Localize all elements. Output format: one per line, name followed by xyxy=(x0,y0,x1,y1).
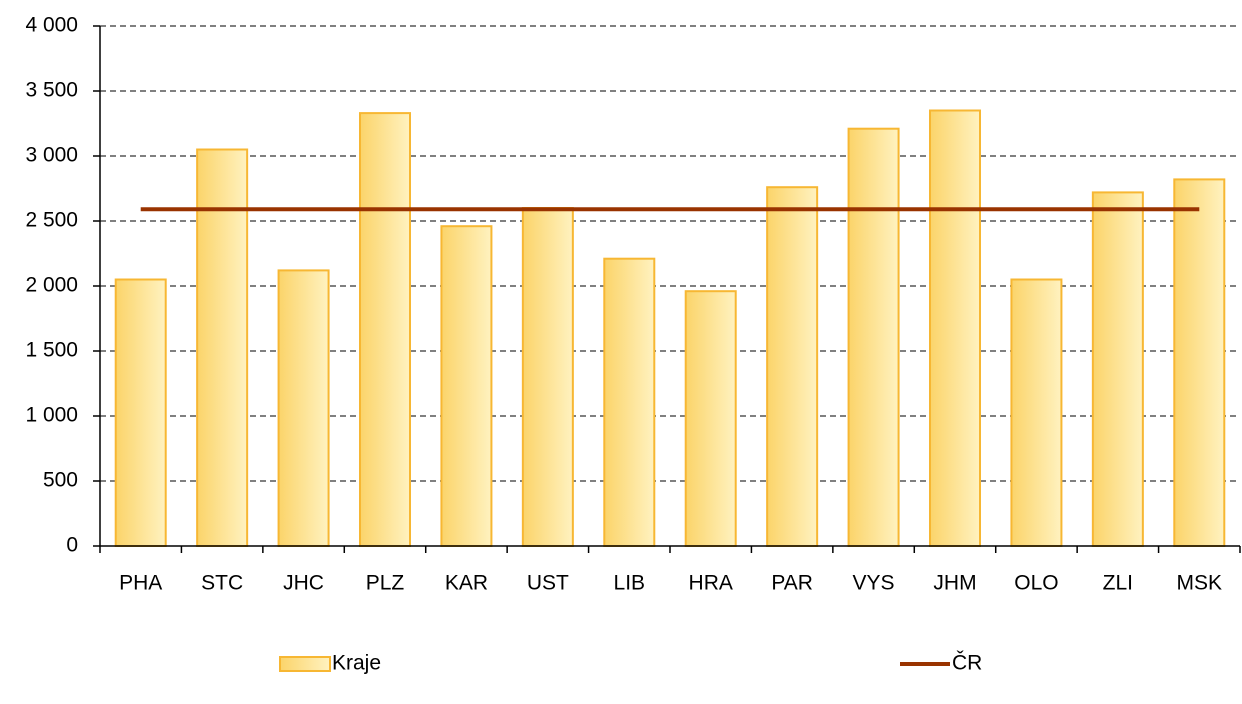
x-tick-label: ZLI xyxy=(1103,572,1133,595)
bar xyxy=(1091,191,1144,547)
legend-label: Kraje xyxy=(332,652,381,675)
y-tick-label: 3 000 xyxy=(25,144,78,167)
bar xyxy=(603,257,656,547)
y-tick-label: 1 000 xyxy=(25,404,78,427)
bar xyxy=(277,269,330,547)
bar xyxy=(1173,178,1226,547)
x-tick-label: VYS xyxy=(853,572,895,595)
x-tick-label: HRA xyxy=(689,572,733,595)
y-tick-label: 0 xyxy=(66,534,78,557)
bar xyxy=(521,207,574,547)
x-tick-label: OLO xyxy=(1014,572,1058,595)
bar xyxy=(847,127,900,547)
x-tick-label: KAR xyxy=(445,572,488,595)
bar xyxy=(196,148,249,547)
legend-label: ČR xyxy=(952,652,982,675)
bar xyxy=(114,278,167,547)
y-tick-label: 2 500 xyxy=(25,209,78,232)
x-tick-label: JHC xyxy=(283,572,324,595)
x-tick-label: PLZ xyxy=(366,572,405,595)
x-tick-label: STC xyxy=(201,572,243,595)
y-tick-label: 2 000 xyxy=(25,274,78,297)
x-tick-label: PHA xyxy=(119,572,162,595)
bar xyxy=(766,186,819,547)
bar xyxy=(359,112,411,547)
bar xyxy=(929,109,981,547)
y-tick-label: 500 xyxy=(43,469,78,492)
bar xyxy=(1010,278,1063,547)
bar xyxy=(684,290,737,548)
x-tick-label: LIB xyxy=(614,572,646,595)
bar xyxy=(440,225,493,547)
x-tick-label: PAR xyxy=(771,572,813,595)
y-tick-label: 4 000 xyxy=(25,14,78,37)
x-tick-label: JHM xyxy=(933,572,976,595)
y-tick-label: 1 500 xyxy=(25,339,78,362)
x-tick-label: UST xyxy=(527,572,569,595)
x-tick-label: MSK xyxy=(1177,572,1223,595)
y-tick-label: 3 500 xyxy=(25,79,78,102)
legend-swatch xyxy=(279,656,331,672)
